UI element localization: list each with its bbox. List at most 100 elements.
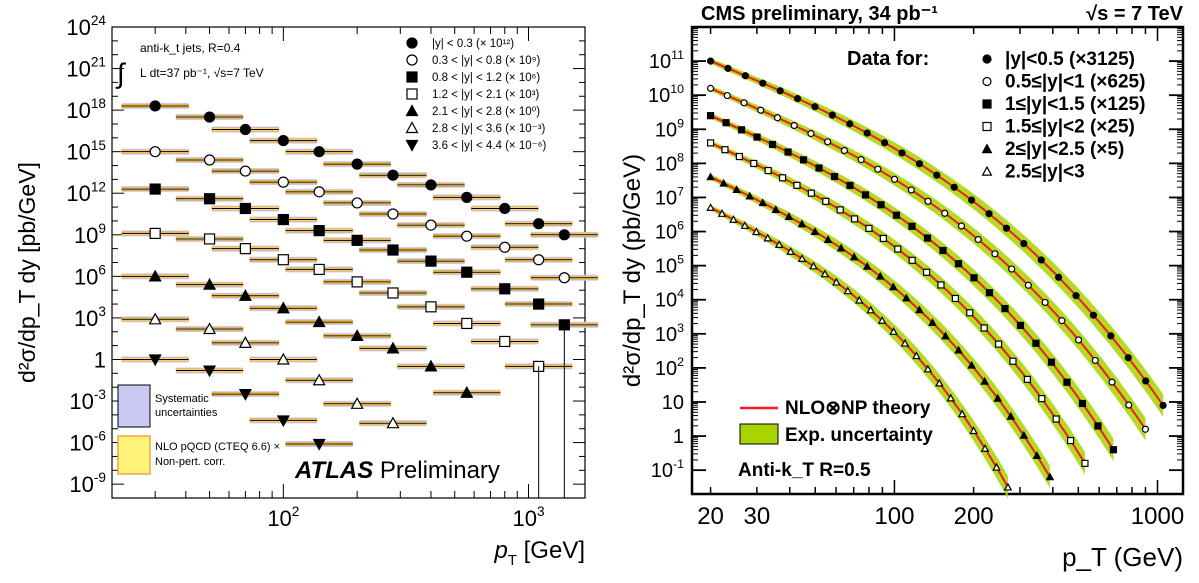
right-data-point [1159, 401, 1167, 410]
left-data-point [461, 191, 473, 203]
right-data-point [745, 191, 755, 200]
right-data-point [807, 189, 815, 197]
right-data-point [832, 277, 841, 286]
right-data-point [778, 174, 787, 182]
left-data-point [239, 202, 251, 215]
right-data-point [968, 196, 976, 204]
right-data-point [768, 140, 777, 149]
right-data-point [854, 295, 864, 304]
right-data-point [1141, 425, 1150, 433]
right-data-point [1047, 358, 1056, 366]
left-legend-marker [406, 54, 418, 66]
right-data-point [737, 126, 746, 134]
right-data-point [830, 172, 839, 181]
left-y-tick-label: 10-9 [69, 470, 106, 497]
right-data-point [902, 293, 911, 302]
left-chart: 10-9 10-6 10-3 1 103 106 109 1012 1015 1018 1021 10… [14, 13, 599, 569]
left-series-1 [121, 146, 599, 284]
right-chart: CMS preliminary, 34 pb⁻¹ √s = 7 TeV 10-1 1 1… [619, 3, 1185, 572]
right-legend-marker [981, 165, 993, 176]
right-data-point [923, 364, 933, 373]
left-data-point [460, 385, 474, 398]
right-data-point [774, 240, 784, 249]
left-data-point [149, 227, 161, 240]
right-data-point [1038, 395, 1046, 403]
left-data-point [387, 244, 399, 256]
right-plot-frame [690, 25, 1185, 496]
right-data-point [750, 159, 758, 168]
right-data-point [1063, 378, 1071, 386]
right-legend-label: 1≤|y|<1.5 (×125) [1005, 94, 1145, 115]
left-legend-nlo-line1: NLO pQCD (CTEQ 6.6) × [155, 441, 280, 453]
right-data-point [1072, 292, 1080, 300]
right-data-point [706, 57, 715, 65]
left-x-tick-label: 103 [512, 504, 544, 531]
right-data-point [865, 224, 873, 232]
right-data-point [877, 201, 885, 209]
right-data-point [934, 378, 944, 387]
right-data-point [1032, 339, 1040, 347]
right-data-point [717, 209, 727, 217]
right-legend-marker [981, 143, 993, 154]
left-legend-label: 1.2 < |y| < 2.1 (× 10³) [432, 89, 539, 101]
right-data-point [994, 340, 1003, 348]
right-legend-label: 1.5≤|y|<2 (×25) [1005, 117, 1135, 138]
left-y-tick-label: 109 [74, 221, 106, 248]
left-data-point [387, 287, 399, 299]
left-legend-label: 2.1 < |y| < 2.8 (× 10⁰) [432, 106, 540, 118]
right-data-point [1009, 357, 1017, 365]
right-data-point [923, 234, 932, 242]
left-legend-label: 3.6 < |y| < 4.4 (× 10⁻⁶) [432, 140, 546, 152]
right-x-tick-label: 30 [744, 503, 771, 530]
right-data-point [974, 235, 982, 244]
left-data-point [313, 186, 325, 198]
left-y-axis-label: d²σ/dp_T dy [pb/GeV] [14, 162, 40, 383]
right-series-4 [706, 172, 1055, 489]
right-data-point [969, 426, 978, 435]
right-legend-title: Data for: [847, 48, 929, 70]
right-data-point [1037, 256, 1045, 264]
right-data-point [1091, 356, 1099, 365]
right-data-point [850, 215, 859, 223]
left-data-point [203, 277, 217, 290]
left-legend-label: |y| < 0.3 (× 10¹²) [432, 38, 514, 50]
left-data-point [312, 315, 326, 328]
right-data-point [776, 87, 784, 95]
right-data-point [875, 271, 885, 280]
right-data-point [1002, 224, 1011, 232]
right-data-point [1006, 411, 1016, 420]
left-data-point [203, 233, 216, 245]
right-y-tick-label: 106 [655, 219, 684, 244]
right-y-tick-label: 105 [655, 253, 684, 278]
right-data-point [719, 178, 728, 187]
right-data-point [828, 111, 836, 119]
right-y-tick-label: 10-1 [651, 457, 684, 482]
right-data-point [846, 181, 854, 190]
left-data-point [351, 158, 363, 170]
right-data-point [933, 171, 941, 179]
right-title: CMS preliminary, 34 pb⁻¹ [701, 3, 938, 25]
left-legend-marker [406, 37, 418, 49]
right-legend-marker [982, 99, 992, 109]
right-y-tick-label: 10 [662, 392, 684, 414]
right-data-point [810, 227, 820, 235]
left-data-point [533, 218, 545, 230]
right-data-point [1081, 459, 1089, 467]
right-data-point [849, 252, 859, 261]
left-data-point [149, 100, 161, 112]
left-data-point [312, 438, 326, 451]
right-data-point [1109, 446, 1118, 454]
right-data-point [1045, 472, 1055, 481]
right-data-point [966, 309, 974, 317]
left-data-point [424, 359, 438, 372]
right-data-point [1142, 377, 1150, 385]
right-data-point [861, 191, 870, 199]
left-data-point [425, 179, 437, 191]
left-data-point [461, 230, 473, 242]
right-y-tick-label: 104 [655, 287, 684, 312]
right-legend-label: 2≤|y|<2.5 (×5) [1005, 139, 1124, 160]
left-data-point [499, 241, 511, 253]
left-legend-label: 2.8 < |y| < 3.6 (× 10⁻³) [432, 123, 546, 135]
right-data-point [879, 234, 887, 243]
left-series-4 [121, 269, 501, 398]
